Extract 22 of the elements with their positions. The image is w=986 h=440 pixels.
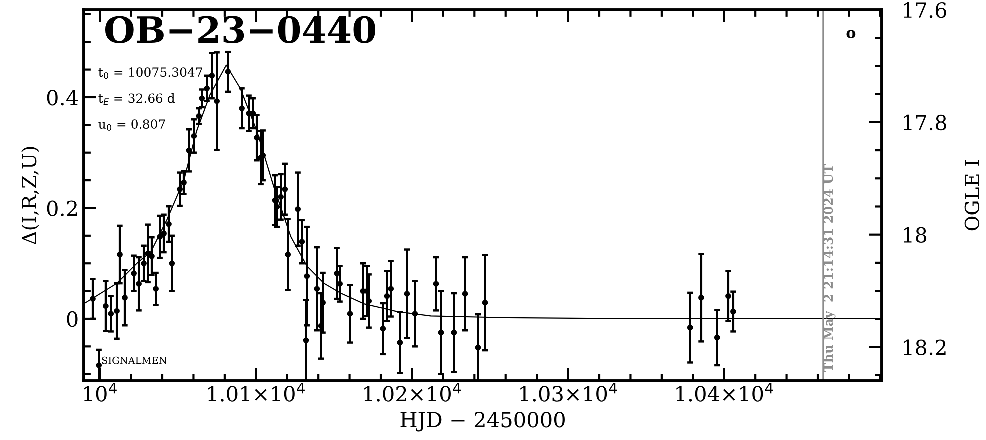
annotation: t$_{0}$ = 10075.3047 [98,68,202,80]
y2-tick-label: 18 [904,227,927,244]
y2-tick-label: 18.2 [904,340,946,356]
y-tick-label: 0.2 [47,200,78,216]
x-tick-label: 10$^{4}$ [84,382,117,402]
annotation: Thu May 2 21:14:31 2024 UT [823,164,836,372]
y2-tick-label: 17.6 [904,2,947,18]
x-tick-label: 1.04×10$^{4}$ [676,382,774,402]
x-tick-label: 1.01×10$^{4}$ [208,382,305,402]
y-axis-title: Δ(I,R,Z,U) [22,147,40,245]
x-tick-label: 1.03×10$^{4}$ [520,382,618,402]
y-tick-label: 0 [67,311,78,328]
x-tick-label: 1.02×10$^{4}$ [364,382,462,402]
y2-tick-label: 17.8 [904,114,946,131]
annotation: u$_{0}$ = 0.807 [98,120,166,132]
annotation: o [846,30,856,39]
y-tick-label: 0.4 [47,90,78,106]
y2-axis-title: OGLE I [964,160,980,231]
x-axis-title: HJD − 2450000 [400,412,565,432]
chart-title: OB−23−0440 [105,16,376,44]
annotation: t$_{E}$ = 32.66 d [98,93,175,106]
annotation: SIGNALMEN [102,356,167,364]
